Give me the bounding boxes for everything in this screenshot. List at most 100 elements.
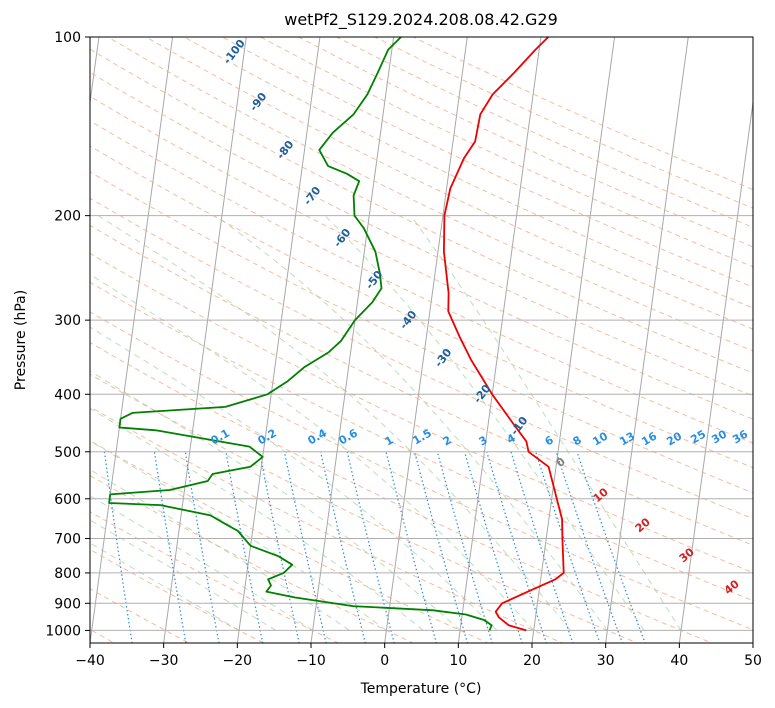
x-tick-label: −20 (223, 653, 253, 669)
x-tick-label: 10 (449, 653, 467, 669)
x-tick-label: −30 (149, 653, 179, 669)
y-tick-label: 100 (54, 30, 81, 46)
x-tick-label: 20 (523, 653, 541, 669)
dry-adiabat-line (90, 281, 753, 602)
temperature-profile (443, 37, 565, 632)
isotherm-label: -20 (471, 382, 494, 406)
dry-adiabat-line (90, 475, 415, 643)
x-tick-label: −10 (296, 653, 326, 669)
isotherm-line (678, 98, 753, 643)
isotherm-labels: -100-90-80-70-60-50-40-30-20-10 (221, 37, 531, 438)
dry-adiabat-line (90, 120, 753, 444)
mixing-ratio-line (385, 451, 438, 643)
dry-adiabat-line (90, 311, 753, 631)
dry-adiabat-line (106, 37, 753, 352)
mixing-ratio-label: 8 (571, 433, 584, 448)
moist-adiabat-line (90, 519, 277, 631)
dry-adiabat-line (297, 37, 753, 248)
y-axis-ticks: 100 200 300 400 500 600 700 800 900 1000 (45, 30, 90, 639)
dry-adiabat-line (90, 548, 265, 643)
dry-adiabat-line (90, 48, 753, 374)
profile-lines (108, 37, 565, 632)
x-tick-label: 50 (744, 653, 762, 669)
mixing-ratio-label: 25 (688, 428, 708, 447)
moist-adiabat-line (97, 215, 571, 631)
mixing-ratio-line (486, 451, 547, 643)
isotherm-label: -30 (432, 346, 455, 370)
moist-adiabat-line (90, 495, 313, 631)
dry-adiabat-line (90, 373, 639, 643)
moist-adiabat-label: 30 (677, 545, 697, 565)
isotherm-label: -90 (247, 90, 270, 114)
y-tick-label: 800 (54, 566, 81, 582)
isotherm-line (531, 37, 616, 643)
y-axis-label: Pressure (hPa) (13, 290, 29, 390)
y-tick-label: 1000 (45, 623, 81, 639)
background-lines (90, 37, 753, 643)
x-tick-label: 30 (597, 653, 615, 669)
x-tick-label: −40 (75, 653, 105, 669)
y-tick-label: 700 (54, 532, 81, 548)
dry-adiabat-line (90, 171, 753, 494)
dry-adiabat-line (90, 145, 753, 469)
mixing-ratio-line (320, 451, 366, 643)
moist-adiabat-line (410, 215, 682, 631)
dewpoint-profile (108, 37, 493, 631)
moist-adiabat-line (90, 469, 350, 631)
isotherm-line (310, 37, 395, 643)
x-tick-label: 40 (670, 653, 688, 669)
isotherm-line (752, 639, 753, 643)
isotherm-label: -80 (274, 138, 297, 162)
mixing-ratio-label: 30 (709, 427, 729, 446)
moist-adiabat-line (90, 407, 424, 631)
dry-adiabat-line (90, 95, 753, 420)
mixing-ratio-line (283, 451, 327, 643)
y-tick-label: 200 (54, 209, 81, 225)
dry-adiabat-line (221, 37, 753, 288)
moist-adiabat-label: 10 (591, 485, 611, 505)
mixing-ratio-label: 36 (730, 427, 750, 446)
mixing-ratio-label: 0.2 (256, 426, 279, 447)
plot-frame (89, 36, 754, 644)
isotherm-label: -60 (331, 226, 354, 250)
dry-adiabat-line (90, 341, 714, 643)
dry-adiabat-line (183, 37, 753, 309)
x-axis-ticks: −40 −30 −20 −10 0 10 20 30 40 50 (75, 643, 762, 669)
dry-adiabat-line (90, 588, 190, 643)
isotherm-line (90, 37, 174, 643)
isotherm-line (457, 37, 542, 643)
x-tick-label: 0 (380, 653, 389, 669)
isotherm-line (163, 37, 247, 643)
mixing-ratio-label: 6 (543, 433, 556, 448)
mixing-ratio-label: 10 (590, 429, 610, 448)
x-axis-label: Temperature (°C) (360, 681, 482, 697)
isotherm-line (236, 37, 321, 643)
isotherm-line (384, 37, 468, 643)
mixing-ratio-line (153, 451, 187, 643)
mixing-ratio-line (346, 451, 395, 643)
mixing-ratio-line (414, 451, 469, 643)
isobar-grid (90, 37, 753, 631)
y-tick-label: 400 (54, 387, 81, 403)
y-tick-label: 600 (54, 492, 81, 508)
mixing-ratio-labels: 0.1 0.2 0.4 0.6 1 1.5 2 3 4 6 8 10 13 16 20 25 30 36 (209, 426, 751, 448)
mixing-ratio-label: 3 (477, 433, 490, 448)
chart-title: wetPf2_S129.2024.208.08.42.G29 (284, 10, 558, 30)
dry-adiabat-line (90, 224, 753, 546)
isotherm-line (605, 37, 689, 643)
mixing-ratio-label: 1 (383, 433, 396, 448)
dry-adiabat-line (90, 71, 753, 397)
mixing-ratio-line (103, 451, 133, 643)
y-tick-label: 900 (54, 596, 81, 612)
mixing-ratio-label: 16 (639, 429, 659, 448)
dry-adiabat-line (90, 252, 753, 574)
dry-adiabat-line (90, 406, 564, 643)
moist-adiabat-label: 40 (722, 577, 742, 597)
moist-adiabat-label: 20 (633, 515, 653, 535)
dry-adiabat-line (90, 440, 489, 643)
y-tick-label: 500 (54, 445, 81, 461)
dry-adiabat-line (90, 197, 753, 520)
mixing-ratio-line (535, 451, 601, 643)
